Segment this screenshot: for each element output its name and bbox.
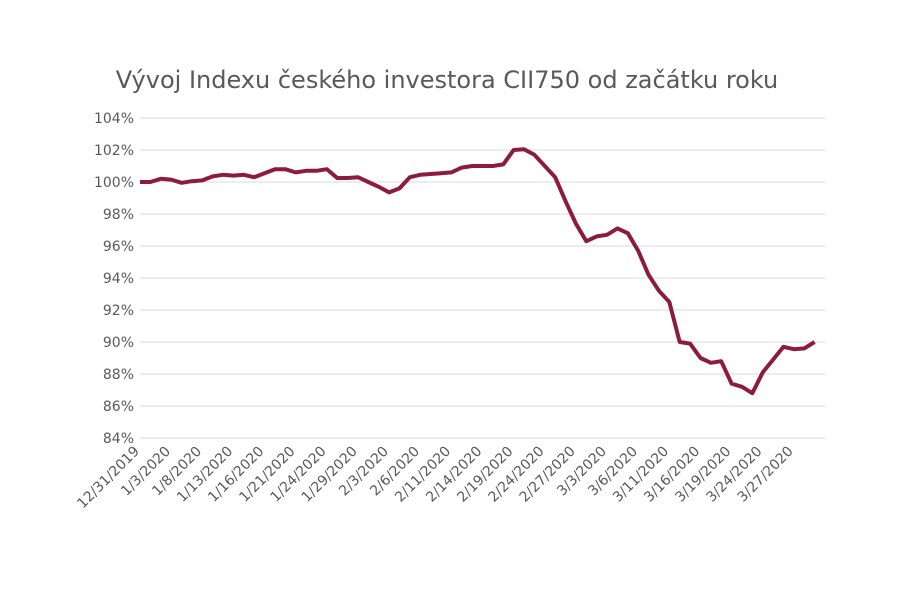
line-series <box>140 147 816 396</box>
y-tick-label: 98% <box>103 207 134 223</box>
y-tick-label: 94% <box>103 271 134 287</box>
chart-title: Vývoj Indexu českého investora CII750 od… <box>116 66 778 94</box>
y-tick-label: 84% <box>103 431 134 447</box>
y-tick-label: 100% <box>94 175 134 191</box>
y-tick-label: 92% <box>103 303 134 319</box>
y-tick-label: 86% <box>103 399 134 415</box>
y-tick-label: 90% <box>103 335 134 351</box>
y-tick-label: 88% <box>103 367 134 383</box>
y-tick-label: 104% <box>94 111 134 127</box>
y-tick-label: 96% <box>103 239 134 255</box>
y-tick-label: 102% <box>94 143 134 159</box>
